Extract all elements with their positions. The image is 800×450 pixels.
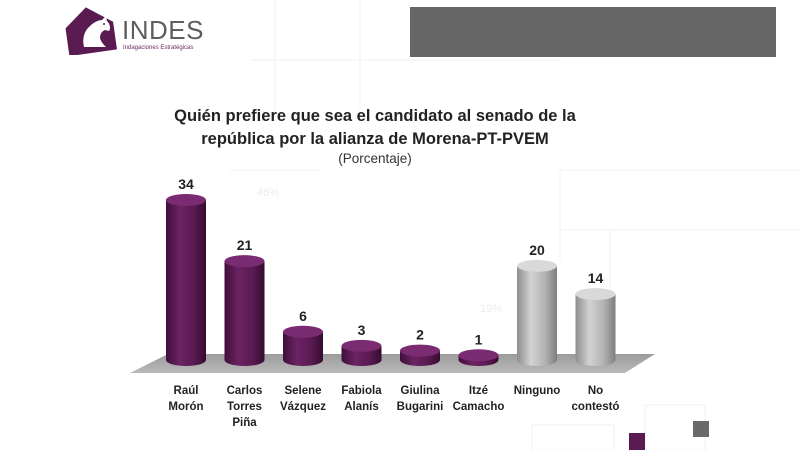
data-label-6: 20	[529, 242, 545, 258]
bar-4	[400, 344, 440, 366]
data-label-2: 6	[299, 308, 307, 324]
data-label-1: 21	[237, 237, 253, 253]
horse-head-logo-icon	[65, 7, 117, 55]
ghost-label-1: 46%	[257, 187, 280, 199]
bar-body-2	[283, 331, 323, 366]
ghost-label-2: 19%	[480, 303, 503, 315]
bar-7	[575, 288, 616, 366]
bar-body-7	[575, 294, 616, 366]
header-gray-banner	[410, 7, 776, 57]
category-label-3: Fabiola Alanís	[341, 385, 382, 413]
bar-body-1	[224, 261, 265, 366]
category-label-7: No contestó	[571, 385, 620, 413]
bar-cap-4	[400, 344, 440, 357]
bar-cap-1	[224, 255, 265, 268]
bar-3	[341, 339, 382, 366]
bar-cap-2	[283, 325, 323, 338]
bar-2	[283, 325, 323, 366]
bar-cap-7	[575, 288, 616, 301]
bar-body-0	[166, 200, 206, 366]
bar-cap-0	[166, 194, 206, 206]
legend-swatch-purple	[629, 433, 645, 450]
chart-title-line-2: república por la alianza de Morena-PT-PV…	[201, 130, 549, 148]
chart-title: Quién prefiere que sea el candidato al s…	[140, 105, 610, 151]
chart-title-line-1: Quién prefiere que sea el candidato al s…	[174, 107, 576, 125]
data-label-3: 3	[358, 322, 366, 338]
bar-0	[166, 194, 206, 366]
data-label-4: 2	[416, 327, 424, 343]
category-label-2: Selene Vázquez	[279, 385, 326, 413]
data-label-0: 34	[178, 176, 194, 192]
bar-1	[224, 255, 265, 366]
bar-5	[458, 349, 499, 366]
chart-subtitle: (Porcentaje)	[338, 151, 412, 166]
bar-body-6	[517, 265, 557, 366]
category-label-1: Carlos Torres Piña	[226, 385, 263, 429]
legend-swatch-gray	[693, 421, 709, 437]
logo-wordmark: INDES	[122, 15, 204, 45]
category-label-0: Raúl Morón	[168, 385, 204, 413]
data-label-7: 14	[588, 270, 604, 286]
category-label-5: Itzé Camacho	[452, 385, 505, 413]
category-label-6: Ninguno	[513, 385, 561, 397]
category-label-4: Giulina Bugarini	[396, 385, 444, 413]
data-label-5: 1	[475, 331, 483, 347]
bar-6	[517, 259, 557, 366]
bar-cap-3	[341, 339, 382, 352]
logo-tagline: Indagaciones Estratégicas	[123, 45, 194, 51]
indes-logo: INDES Indagaciones Estratégicas	[62, 5, 222, 55]
bar-cap-6	[517, 259, 557, 272]
bar-cap-5	[458, 349, 499, 362]
